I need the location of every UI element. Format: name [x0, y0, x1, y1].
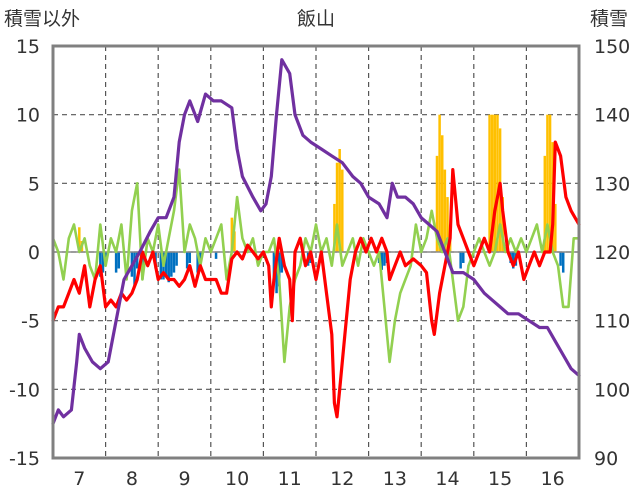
- snowfall-bar: [488, 114, 491, 253]
- x-tick-label: 15: [488, 468, 512, 490]
- left-tick-label: -5: [21, 311, 40, 333]
- decrease-bar: [559, 252, 562, 266]
- snowfall-bar: [548, 114, 552, 253]
- x-tick-label: 7: [73, 468, 85, 490]
- x-tick-label: 13: [383, 468, 407, 490]
- decrease-bar: [275, 252, 278, 294]
- decrease-bar: [459, 252, 462, 269]
- x-tick-label: 16: [541, 468, 565, 490]
- left-tick-label: 5: [28, 173, 40, 195]
- line-layer: [51, 58, 581, 426]
- snowfall-bar: [435, 155, 439, 252]
- decrease-bar: [280, 252, 284, 273]
- decrease-bar: [561, 252, 565, 273]
- right-tick-label: 140: [594, 105, 630, 127]
- snowfall-bar: [490, 114, 494, 253]
- decrease-bar: [512, 252, 515, 269]
- decrease-bar: [135, 252, 139, 269]
- left-tick-label: 10: [16, 105, 40, 127]
- right-tick-label: 130: [594, 173, 630, 195]
- right-tick-label: 120: [594, 242, 630, 264]
- right-tick-label: 110: [594, 311, 630, 333]
- x-tick-label: 11: [278, 468, 302, 490]
- snowfall-bar: [230, 217, 234, 252]
- x-tick-label: 12: [330, 468, 354, 490]
- decrease-bar: [167, 252, 170, 283]
- decrease-bar: [462, 252, 465, 263]
- snowfall-bar: [233, 231, 236, 252]
- right-tick-label: 100: [594, 379, 630, 401]
- decrease-bar: [185, 252, 189, 269]
- snowfall-bar: [335, 162, 339, 252]
- decrease-bar: [101, 252, 105, 273]
- x-tick-label: 8: [126, 468, 138, 490]
- snowfall-bar: [440, 135, 444, 252]
- snowfall-bar: [438, 114, 441, 253]
- snowfall-bar: [446, 197, 449, 252]
- decrease-bar: [196, 252, 199, 273]
- snowfall-bar: [443, 169, 447, 252]
- chart-title: 飯山: [297, 8, 335, 30]
- left-tick-label: -10: [9, 379, 40, 401]
- snowfall-bar: [341, 169, 344, 252]
- decrease-bar: [117, 252, 120, 269]
- left-tick-label: 15: [16, 36, 40, 58]
- decrease-bar: [133, 252, 136, 287]
- left-tick-label: 0: [28, 242, 40, 264]
- snowfall-bar: [496, 114, 499, 253]
- x-tick-label: 10: [225, 468, 249, 490]
- snowfall-bar: [338, 149, 341, 252]
- x-tick-label: 9: [178, 468, 190, 490]
- snowfall-bar: [501, 197, 504, 252]
- tick-labels: 15 10 5 0 -5 -10 -15 150 140 130 120 110 100 90 7 8 9 10 1…: [9, 36, 630, 490]
- decrease-bar: [164, 252, 168, 277]
- right-axis-label: 積雪: [590, 8, 628, 30]
- snow_depth-line: [51, 58, 581, 426]
- snowfall-bar: [333, 203, 336, 252]
- decrease-bar: [383, 252, 386, 266]
- snowfall-bar: [554, 203, 557, 252]
- right-tick-label: 90: [594, 448, 618, 470]
- snowfall-bar: [493, 114, 497, 253]
- left-tick-label: -15: [9, 448, 40, 470]
- decrease-bar: [380, 252, 383, 270]
- snowfall-bar: [546, 114, 549, 253]
- right-tick-label: 150: [594, 36, 630, 58]
- snowfall-bar: [78, 227, 81, 252]
- decrease-bar: [188, 252, 192, 263]
- decrease-bar: [170, 252, 173, 277]
- snowfall-bar: [543, 155, 547, 252]
- plot-frame: [51, 44, 581, 460]
- x-tick-label: 14: [435, 468, 459, 490]
- decrease-bar: [172, 252, 176, 273]
- decrease-bar: [159, 252, 163, 280]
- decrease-bar: [175, 252, 178, 266]
- temperature-line: [51, 140, 581, 419]
- left-axis-label: 積雪以外: [4, 8, 80, 30]
- decrease-bar: [114, 252, 118, 273]
- decrease-bar: [214, 252, 218, 259]
